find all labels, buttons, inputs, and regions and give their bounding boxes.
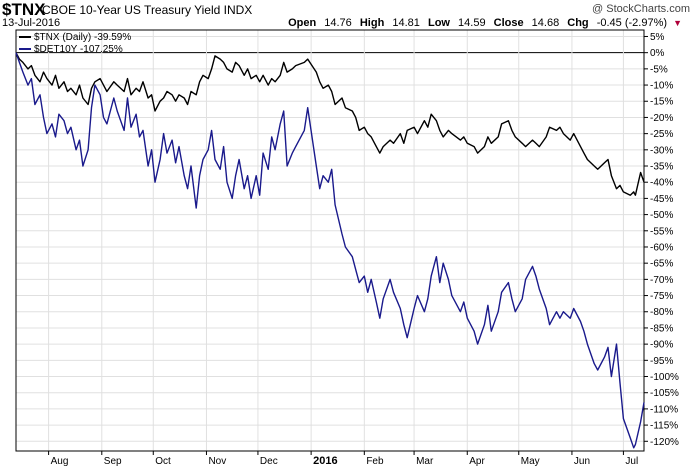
x-tick-label: 2016: [313, 455, 337, 467]
legend-tnx-label: $TNX (Daily) -39.59%: [34, 32, 131, 43]
quote-strip: Open 14.76 High 14.81 Low 14.59 Close 14…: [288, 17, 682, 29]
y-tick-label: -55%: [650, 226, 673, 237]
y-tick-label: -95%: [650, 356, 673, 367]
x-tick-label: Dec: [260, 456, 278, 467]
y-tick-label: 0%: [650, 48, 665, 59]
tnx-series-line: [15, 52, 645, 196]
y-tick-label: -20%: [650, 113, 673, 124]
low-label: Low: [427, 17, 450, 29]
x-tick-label: Jun: [574, 456, 590, 467]
x-tick-label: Jul: [625, 456, 638, 467]
chg-label: Chg: [567, 17, 589, 29]
y-tick-label: -75%: [650, 291, 673, 302]
high-label: High: [359, 17, 385, 29]
y-tick-label: -120%: [650, 437, 679, 448]
x-tick-label: Feb: [366, 456, 384, 467]
y-tick-label: -105%: [650, 388, 679, 399]
y-tick-label: -100%: [650, 372, 679, 383]
y-tick-label: -40%: [650, 178, 673, 189]
det10y-series-line: [15, 52, 645, 449]
y-tick-label: -15%: [650, 97, 673, 108]
x-tick-label: Oct: [155, 456, 171, 467]
x-tick-label: Apr: [469, 456, 485, 467]
open-value: 14.76: [324, 17, 352, 29]
y-tick-label: -50%: [650, 210, 673, 221]
chart-description: CBOE 10-Year US Treasury Yield INDX: [42, 3, 253, 17]
y-tick-label: -110%: [650, 404, 678, 415]
x-tick-label: Mar: [416, 456, 434, 467]
y-tick-label: 5%: [650, 32, 665, 43]
y-tick-label: -35%: [650, 162, 673, 173]
y-tick-label: -65%: [650, 259, 673, 270]
plot-frame: [15, 29, 645, 452]
ticker-symbol: $TNX: [2, 0, 46, 19]
legend-det10y-label: $DET10Y -107.25%: [34, 44, 123, 55]
chg-value: -0.45 (-2.97%): [596, 17, 668, 29]
y-tick-label: -10%: [650, 81, 673, 92]
x-tick-label: Aug: [51, 456, 69, 467]
y-tick-label: -70%: [650, 275, 673, 286]
close-label: Close: [493, 17, 524, 29]
y-tick-label: -85%: [650, 323, 673, 334]
watermark: @ StockCharts.com: [592, 3, 690, 15]
down-arrow-icon: ▼: [673, 18, 682, 28]
y-tick-label: -80%: [650, 307, 673, 318]
y-tick-label: -5%: [650, 64, 668, 75]
y-tick-label: -60%: [650, 242, 673, 253]
chart-date: 13-Jul-2016: [2, 17, 61, 29]
x-tick-label: Sep: [104, 456, 122, 467]
y-tick-label: -30%: [650, 145, 673, 156]
y-tick-label: -25%: [650, 129, 673, 140]
x-tick-label: May: [521, 456, 540, 467]
low-value: 14.59: [458, 17, 486, 29]
close-value: 14.68: [531, 17, 560, 29]
x-tick-label: Nov: [208, 456, 226, 467]
y-tick-label: -45%: [650, 194, 673, 205]
y-tick-label: -90%: [650, 340, 673, 351]
high-value: 14.81: [392, 17, 420, 29]
open-label: Open: [288, 17, 317, 29]
y-tick-label: -115%: [650, 421, 678, 432]
